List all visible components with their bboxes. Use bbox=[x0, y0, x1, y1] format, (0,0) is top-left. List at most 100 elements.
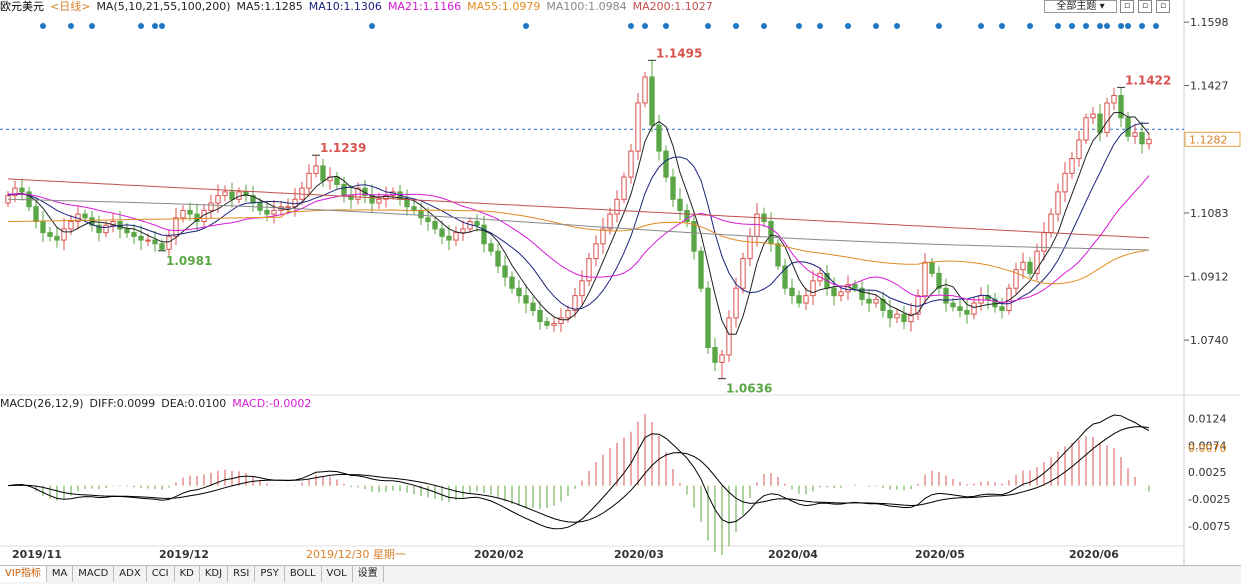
ma-line-ma10 bbox=[7, 122, 1150, 310]
candle-down bbox=[992, 298, 998, 308]
event-dot bbox=[817, 23, 823, 29]
candle-down bbox=[901, 313, 907, 323]
candle-down bbox=[782, 265, 788, 289]
tab-3[interactable]: ADX bbox=[114, 566, 147, 582]
candle-up bbox=[1062, 172, 1068, 193]
price-tick-label: 1.0912 bbox=[1190, 270, 1229, 283]
candle-down bbox=[243, 191, 249, 197]
candle-up bbox=[208, 202, 214, 211]
macd-tick-label: -0.0075 bbox=[1188, 520, 1230, 533]
tab-9[interactable]: BOLL bbox=[285, 566, 322, 582]
event-dot bbox=[1027, 23, 1033, 29]
tab-10[interactable]: VOL bbox=[322, 566, 353, 582]
tab-7[interactable]: RSI bbox=[228, 566, 256, 582]
candle-up bbox=[810, 280, 816, 297]
candle-down bbox=[82, 213, 88, 219]
macd-dea: DEA:0.0100 bbox=[161, 397, 227, 410]
candle-down bbox=[537, 309, 543, 323]
tab-6[interactable]: KDJ bbox=[200, 566, 229, 582]
candle-up bbox=[740, 258, 746, 289]
candle-up bbox=[173, 217, 179, 237]
candle-down bbox=[432, 221, 438, 230]
candle-down bbox=[936, 272, 942, 289]
event-dot bbox=[1118, 23, 1124, 29]
price-annotation: 1.1422 bbox=[1125, 73, 1171, 87]
candle-down bbox=[1139, 132, 1145, 145]
window-max-icon[interactable]: ▫ bbox=[1156, 0, 1170, 13]
candle-up bbox=[628, 150, 634, 178]
candle-up bbox=[1055, 191, 1061, 215]
candle-up bbox=[551, 322, 557, 326]
event-dot bbox=[1083, 23, 1089, 29]
ma-line-ma5 bbox=[7, 112, 1150, 335]
event-dot bbox=[978, 23, 984, 29]
candle-down bbox=[663, 150, 669, 178]
ma-params-label: MA(5,10,21,55,100,200) bbox=[96, 0, 231, 13]
event-dot bbox=[936, 23, 942, 29]
date-label: 2020/03 bbox=[614, 548, 664, 561]
candle-down bbox=[887, 309, 893, 319]
event-dot bbox=[68, 23, 74, 29]
candle-down bbox=[348, 195, 354, 200]
candle-down bbox=[775, 243, 781, 267]
candle-up bbox=[733, 287, 739, 319]
event-dot bbox=[152, 23, 158, 29]
candle-down bbox=[950, 302, 956, 308]
ma-lines-layer bbox=[7, 112, 1150, 335]
tab-1[interactable]: MA bbox=[47, 566, 74, 582]
candle-down bbox=[124, 228, 130, 234]
candle-down bbox=[187, 209, 193, 215]
candle-down bbox=[768, 221, 774, 245]
date-label: 2019/11 bbox=[12, 548, 62, 561]
window-split-icon[interactable]: ▫ bbox=[1138, 0, 1152, 13]
candle-up bbox=[1013, 269, 1019, 289]
candle-down bbox=[999, 306, 1005, 311]
tab-5[interactable]: KD bbox=[175, 566, 200, 582]
event-dot bbox=[642, 23, 648, 29]
event-dot bbox=[138, 23, 144, 29]
event-dot bbox=[1125, 23, 1131, 29]
candle-down bbox=[47, 232, 53, 237]
current-price-box bbox=[1184, 131, 1241, 147]
candle-down bbox=[369, 195, 375, 204]
candle-down bbox=[488, 243, 494, 252]
macd-layer bbox=[7, 414, 1150, 556]
candle-up bbox=[803, 295, 809, 304]
candle-down bbox=[19, 187, 25, 193]
candle-down bbox=[684, 209, 690, 223]
candle-down bbox=[964, 309, 970, 315]
window-tile-icon[interactable]: ▫ bbox=[1120, 0, 1134, 13]
candle-up bbox=[747, 235, 753, 260]
candle-up bbox=[271, 209, 277, 215]
candle-up bbox=[1006, 287, 1012, 311]
tab-2[interactable]: MACD bbox=[73, 566, 115, 582]
tab-11[interactable]: 设置 bbox=[353, 566, 384, 582]
candle-down bbox=[929, 261, 935, 274]
candle-up bbox=[180, 209, 186, 219]
candle-down bbox=[159, 243, 165, 250]
price-tick-label: 1.1083 bbox=[1190, 207, 1229, 220]
candle-up bbox=[215, 195, 221, 204]
candle-up bbox=[1041, 232, 1047, 252]
ma-value-0: MA5:1.1285 bbox=[236, 0, 303, 13]
candle-down bbox=[789, 287, 795, 297]
candle-up bbox=[1048, 213, 1054, 234]
candle-down bbox=[544, 321, 550, 326]
price-annotation: 1.1239 bbox=[320, 141, 366, 155]
tab-4[interactable]: CCI bbox=[147, 566, 175, 582]
candle-up bbox=[915, 295, 921, 315]
macd-tick-label: -0.0025 bbox=[1188, 493, 1230, 506]
candle-down bbox=[264, 209, 270, 215]
period-label[interactable]: <日线> bbox=[50, 0, 91, 13]
candle-down bbox=[670, 176, 676, 200]
tab-8[interactable]: PSY bbox=[255, 566, 285, 582]
theme-dropdown[interactable]: 全部主题 ▾ bbox=[1044, 0, 1117, 13]
candle-down bbox=[418, 209, 424, 219]
candle-up bbox=[600, 228, 606, 245]
ma-value-2: MA21:1.1166 bbox=[387, 0, 462, 13]
current-price-label: 1.1282 bbox=[1189, 133, 1228, 146]
event-dot bbox=[159, 23, 165, 29]
tab-0[interactable]: VIP指标 bbox=[0, 566, 47, 582]
candle-up bbox=[971, 302, 977, 315]
